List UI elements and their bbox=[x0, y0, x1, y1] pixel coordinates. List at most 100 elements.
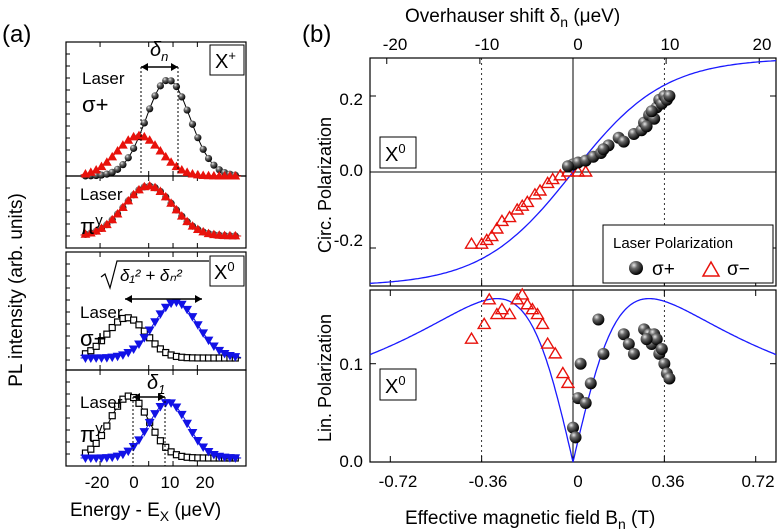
pl-data-point bbox=[198, 443, 209, 452]
pl-data-point bbox=[140, 408, 148, 416]
lin-sigma-plus-point bbox=[627, 347, 640, 360]
pl-data-point bbox=[124, 154, 132, 162]
pl-data-point bbox=[102, 454, 112, 463]
bottom-tick-0: 0 bbox=[573, 472, 582, 491]
pl-data-point bbox=[192, 169, 203, 179]
lin-fit-curve bbox=[369, 297, 777, 463]
pl-data-point bbox=[118, 450, 128, 460]
pl-data-point bbox=[203, 228, 214, 238]
pl-data-point bbox=[108, 323, 116, 332]
pl-data-point bbox=[102, 219, 112, 229]
lin-sigma-plus-point bbox=[655, 342, 668, 355]
lin-sigma-minus-point bbox=[476, 317, 492, 330]
top-tick-10: 10 bbox=[661, 35, 680, 54]
pl-data-point bbox=[194, 134, 202, 142]
pl-data-point bbox=[167, 77, 175, 85]
pl-data-point bbox=[199, 145, 207, 153]
pl-data-point bbox=[160, 151, 171, 161]
pl-data-point bbox=[118, 351, 128, 360]
circ-sigma-minus-point bbox=[570, 164, 586, 177]
top-axis-title: Overhauser shift δn (μeV) bbox=[405, 6, 620, 30]
pl-data-point bbox=[209, 342, 219, 352]
pl-data-point bbox=[151, 428, 159, 436]
bottom-tick-neg0.72: -0.72 bbox=[379, 472, 418, 491]
pl-data-point bbox=[155, 310, 166, 319]
pl-data-point bbox=[128, 345, 139, 354]
lin-sigma-plus-point bbox=[658, 357, 671, 370]
left-ylabel: PL intensity (arb. units) bbox=[6, 193, 27, 387]
circ-sigma-minus-point bbox=[520, 195, 535, 208]
pl-data-point bbox=[187, 313, 198, 322]
pl-data-point bbox=[108, 412, 116, 420]
pl-data-point bbox=[107, 453, 118, 463]
lin-sigma-minus-point bbox=[530, 307, 545, 320]
pl-data-point bbox=[112, 208, 123, 218]
panel-label-a: (a) bbox=[2, 21, 31, 48]
pl-data-point bbox=[135, 321, 143, 329]
pl-data-point bbox=[135, 399, 143, 407]
circ-sigma-minus-point bbox=[540, 176, 555, 189]
lin-sigma-plus-point bbox=[569, 431, 582, 444]
lin-sigma-minus-point bbox=[464, 331, 479, 344]
lin-sigma-minus-point bbox=[502, 307, 517, 320]
top-tick-0: 0 bbox=[573, 35, 582, 54]
x0-label-left: X0 bbox=[214, 259, 235, 284]
pl-data-point bbox=[230, 353, 241, 362]
pl-data-point bbox=[139, 131, 150, 141]
pl-data-point bbox=[107, 151, 118, 161]
pl-data-point bbox=[92, 342, 100, 350]
sqrt-formula: δ₁² + δₙ² bbox=[120, 266, 183, 285]
pl-data-point bbox=[97, 431, 106, 440]
pl-data-point bbox=[103, 330, 111, 338]
circ-sigma-plus-point bbox=[617, 135, 630, 148]
left-xtick-20: 20 bbox=[196, 473, 215, 492]
pl-data-point bbox=[112, 352, 123, 362]
circ-ylabel: Circ. Polarization bbox=[315, 117, 335, 253]
pl-data-point bbox=[112, 452, 123, 462]
pl-data-point bbox=[187, 168, 198, 178]
pl-data-point bbox=[150, 410, 160, 419]
pl-data-point bbox=[230, 454, 241, 463]
circ-sigma-plus-point bbox=[561, 160, 574, 173]
pl-data-point bbox=[144, 326, 155, 336]
pl-data-point bbox=[230, 170, 241, 180]
pl-data-point bbox=[119, 161, 127, 169]
pl-data-point bbox=[150, 182, 160, 192]
pl-data-point bbox=[188, 120, 197, 128]
left-xlabel: Energy - EX (μeV) bbox=[70, 500, 221, 524]
pl-data-point bbox=[162, 443, 170, 451]
lin-ytick-0.1: 0.1 bbox=[339, 355, 363, 374]
circ-sigma-minus-point bbox=[464, 236, 479, 249]
top-tick-neg10: -10 bbox=[475, 35, 500, 54]
pl-data-point bbox=[156, 345, 164, 353]
lin-sigma-plus-point bbox=[592, 313, 605, 326]
pl-data-point bbox=[108, 168, 116, 176]
laser-label-2: Laser bbox=[80, 185, 123, 204]
pl-data-point bbox=[87, 445, 95, 453]
circ-ytick-0.0: 0.0 bbox=[339, 161, 363, 180]
pl-data-point bbox=[178, 93, 186, 101]
lin-sigma-plus-point bbox=[579, 397, 592, 410]
pl-data-point bbox=[103, 422, 111, 430]
pi-y-label-1: πy bbox=[80, 212, 103, 239]
pl-data-point bbox=[150, 318, 160, 327]
lin-sigma-minus-point bbox=[494, 302, 510, 315]
pl-data-point bbox=[183, 106, 191, 114]
pl-data-point bbox=[198, 329, 209, 338]
pl-data-point bbox=[155, 186, 166, 195]
left-xtick-0: 0 bbox=[129, 473, 138, 492]
pl-data-point bbox=[171, 403, 182, 413]
circ-sigma-minus-point bbox=[578, 164, 593, 177]
pl-data-point bbox=[130, 144, 138, 152]
sigma-plus-label-1: σ+ bbox=[82, 92, 108, 117]
pl-data-point bbox=[151, 92, 159, 100]
pl-data-point bbox=[155, 145, 166, 155]
pl-data-point bbox=[210, 161, 218, 169]
x0-box-left bbox=[209, 255, 245, 287]
pl-data-point bbox=[160, 303, 171, 313]
circ-sigma-plus-point bbox=[597, 143, 610, 156]
lin-ytick-0.0: 0.0 bbox=[339, 452, 363, 471]
pl-data-point bbox=[203, 336, 214, 346]
circ-sigma-minus-point bbox=[515, 198, 530, 211]
